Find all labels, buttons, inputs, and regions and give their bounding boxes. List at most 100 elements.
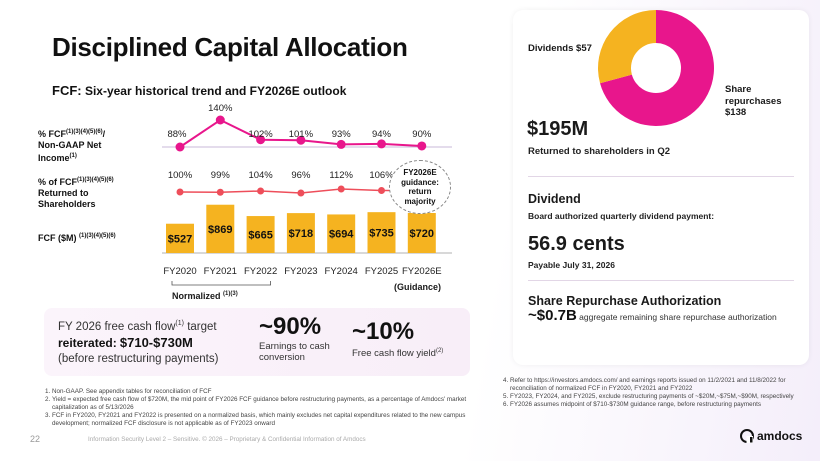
ret-label-line3: Shareholders [38, 199, 96, 209]
dividend-payable-date: Payable July 31, 2026 [528, 260, 615, 270]
target-line1: FY 2026 free cash flow [58, 320, 176, 333]
fcf-bar [246, 216, 275, 253]
pie-slice-share-repurchases [600, 10, 714, 127]
returned-point [257, 187, 265, 195]
dividends-label: Dividends $57 [528, 43, 592, 54]
fcf-bar-label: $665 [248, 230, 272, 242]
earnings-conversion-label1: Earnings to cash [259, 341, 330, 352]
footnotes: Non-GAAP. See appendix tables for reconc… [40, 388, 480, 428]
ni-ratio-label: 88% [167, 129, 187, 140]
repurchase-amount: ~$0.7B [528, 307, 577, 324]
returned-point [297, 189, 305, 197]
fcf-yield-value: ~10% [352, 318, 415, 345]
target-line3: (before restructuring payments) [58, 352, 219, 365]
fcf-bar [407, 213, 436, 253]
amdocs-logo-icon [740, 429, 754, 443]
share-label-2: repurchases [725, 95, 782, 107]
normalized-text: Normalized [172, 291, 221, 301]
footnote: FCF in FY2020, FY2021 and FY2022 is pres… [52, 412, 480, 428]
ni-label-tail: / [102, 129, 106, 139]
returned-label: 112% [329, 170, 353, 181]
fcf-label-main: FCF ($M) [38, 233, 77, 243]
ret-label-line2: Returned to [38, 188, 89, 198]
footnote: Yield = expected free cash flow of $720M… [52, 396, 480, 412]
total-returned-value: $195M [527, 118, 589, 140]
repurchase-description: aggregate remaining share repurchase aut… [579, 312, 777, 322]
confidentiality-notice: Information Security Level 2 – Sensitive… [88, 436, 366, 443]
target-reiterated: reiterated: [58, 335, 117, 350]
returned-label: 100% [168, 170, 193, 181]
ni-ratio-label: 102% [248, 129, 273, 140]
fcf-bar-label: $735 [369, 228, 393, 240]
footnote: FY2026 assumes midpoint of $710-$730M gu… [510, 401, 798, 409]
ni-ratio-label: 93% [332, 129, 352, 140]
ni-label-sup: (1)(3)(4)(5)(6) [66, 129, 103, 135]
x-tick-label: FY2022 [244, 266, 277, 277]
fcf-bar [367, 212, 396, 253]
target-line1-sup: (1) [175, 320, 184, 327]
footnote: FY2023, FY2024, and FY2025, exclude rest… [510, 393, 798, 401]
page-number: 22 [30, 434, 41, 444]
guidance-note: (Guidance) [394, 282, 442, 292]
pie-slice-dividends [598, 10, 656, 84]
returned-point [176, 188, 184, 196]
x-tick-label: FY2025 [365, 266, 398, 277]
x-tick-label: FY2021 [204, 266, 237, 277]
dividend-amount: 56.9 cents [528, 233, 625, 255]
dividend-subheading: Board authorized quarterly dividend paym… [528, 211, 715, 221]
guidance-bubble: FY2026E guidance: return majority [389, 160, 451, 214]
x-tick-label: FY2023 [284, 266, 317, 277]
earnings-conversion-label2: conversion [259, 352, 305, 363]
amdocs-logo-text: amdocs [757, 429, 803, 443]
fcf-yield-stat: ~10% Free cash flow yield(2) [352, 318, 443, 359]
returned-point [337, 185, 345, 193]
normalized-sup: (1)(3) [223, 291, 238, 297]
normalized-label: Normalized (1)(3) [172, 291, 238, 301]
fcf-yield-sup: (2) [435, 348, 444, 354]
ret-label-main: % of FCF [38, 177, 77, 187]
returned-label: 96% [291, 170, 311, 181]
fcf-bar-label: $720 [410, 228, 434, 240]
share-label-3: $138 [725, 107, 747, 118]
x-tick-label: FY2024 [325, 266, 358, 277]
footnote: Non-GAAP. See appendix tables for reconc… [52, 388, 480, 396]
total-returned-label: Returned to shareholders in Q2 [528, 146, 670, 157]
fcf-heading: FCF: Six-year historical trend and FY202… [52, 83, 346, 98]
fcf-bar-label: $718 [289, 228, 313, 240]
returned-line [179, 188, 382, 194]
ni-label-line3-sup: (1) [69, 153, 77, 159]
fcf-bar [286, 213, 315, 253]
dividend-heading: Dividend [528, 192, 581, 206]
ni-ratio-point [417, 141, 427, 151]
ni-ratio-row-label: % FCF(1)(3)(4)(5)(6)/ Non-GAAP Net Incom… [38, 127, 105, 164]
ni-label-main: % FCF [38, 129, 66, 139]
divider [528, 280, 794, 281]
share-repurchases-label: Share repurchases $138 [725, 84, 782, 119]
returned-label: 99% [211, 170, 231, 181]
target-line1-tail: target [187, 320, 217, 333]
fcf-bar [327, 214, 356, 253]
ni-ratio-point [296, 135, 306, 145]
repurchase-detail: ~$0.7B aggregate remaining share repurch… [528, 307, 798, 324]
fcf-bar-label: $869 [208, 224, 232, 236]
ni-ratio-label: 140% [208, 103, 233, 114]
ni-ratio-label: 101% [289, 129, 314, 140]
fcf-heading-rest: Six-year historical trend and FY2026E ou… [84, 84, 347, 98]
share-label-1: Share [725, 84, 752, 95]
ni-label-line2: Non-GAAP Net [38, 140, 102, 150]
divider [528, 176, 794, 177]
fcf-label-sup: (1)(3)(4)(5)(6) [79, 233, 116, 239]
right-footnotes: Refer to https://investors.amdocs.com/ a… [498, 377, 798, 409]
fcf-heading-prefix: FCF: [52, 83, 82, 98]
footnote: Refer to https://investors.amdocs.com/ a… [510, 377, 798, 393]
returned-point [216, 188, 224, 196]
target-range: $710-$730M [119, 334, 193, 350]
earnings-conversion-value: ~90% [259, 313, 322, 340]
returned-point [378, 187, 385, 194]
fcf-bar [206, 204, 235, 253]
shareholder-returns-panel [513, 10, 809, 365]
ni-ratio-point [377, 139, 386, 149]
page-title: Disciplined Capital Allocation [52, 32, 408, 62]
fcf-yield-label: Free cash flow yield [352, 348, 436, 360]
